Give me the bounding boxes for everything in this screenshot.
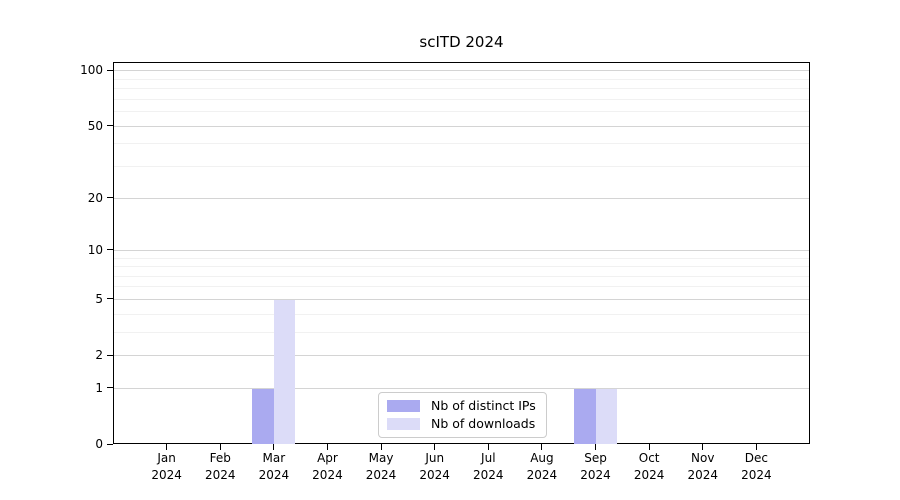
x-tick-label-year: 2024	[419, 468, 450, 482]
y-tick-mark	[107, 298, 113, 299]
x-tick-mark	[488, 444, 489, 450]
y-tick-mark	[107, 197, 113, 198]
x-tick-mark	[649, 444, 650, 450]
x-tick-label-year: 2024	[365, 468, 397, 482]
x-tick-label-year: 2024	[258, 468, 290, 482]
legend-swatch-downloads	[387, 417, 420, 430]
x-tick-label-year: 2024	[473, 468, 504, 482]
gridline-minor	[114, 88, 809, 90]
gridline-minor	[114, 78, 809, 80]
x-tick-mark	[273, 444, 274, 450]
bar-distinct_ips	[252, 388, 274, 444]
chart-title: scITD 2024	[419, 33, 504, 51]
x-tick-mark	[327, 444, 328, 450]
y-tick-label: 1	[95, 380, 103, 395]
x-tick-label-year: 2024	[151, 468, 182, 482]
gridline-minor	[114, 286, 809, 288]
x-tick-mark	[434, 444, 435, 450]
x-tick-label-year: 2024	[633, 468, 665, 482]
gridline-major	[114, 70, 809, 72]
x-tick-label: May 2024	[349, 450, 413, 484]
x-tick-label-year: 2024	[741, 468, 772, 482]
x-tick-label: Mar 2024	[242, 450, 306, 484]
gridline-minor	[114, 111, 809, 113]
x-tick-label: Feb 2024	[188, 450, 252, 484]
x-tick-label: Oct 2024	[617, 450, 681, 484]
legend-entry: Nb of downloads	[387, 416, 536, 431]
x-tick-label: Jul 2024	[456, 450, 520, 484]
gridline-minor	[114, 331, 809, 333]
x-tick-mark	[702, 444, 703, 450]
x-tick-mark	[166, 444, 167, 450]
x-tick-label-year: 2024	[580, 468, 611, 482]
legend: Nb of distinct IPs Nb of downloads	[378, 392, 547, 438]
x-tick-label: Nov 2024	[671, 450, 735, 484]
x-tick-label: Sep 2024	[564, 450, 628, 484]
gridline-minor	[114, 266, 809, 268]
gridline-major	[114, 125, 809, 127]
y-tick-label: 20	[87, 190, 103, 205]
gridline-major	[114, 387, 809, 389]
x-tick-label-year: 2024	[687, 468, 719, 482]
gridline-minor	[114, 165, 809, 167]
x-tick-label-year: 2024	[526, 468, 558, 482]
gridline-major	[114, 355, 809, 357]
gridline-major	[114, 197, 809, 199]
legend-label: Nb of distinct IPs	[431, 398, 536, 413]
legend-label: Nb of downloads	[431, 416, 536, 431]
y-tick-label: 2	[95, 348, 103, 363]
legend-swatch-distinct_ips	[387, 399, 420, 412]
x-tick-label: Dec 2024	[724, 450, 788, 484]
x-tick-label-year: 2024	[204, 468, 236, 482]
y-tick-mark	[107, 444, 113, 445]
bar-downloads	[273, 299, 296, 444]
x-tick-label: Aug 2024	[510, 450, 574, 484]
x-tick-label: Apr 2024	[295, 450, 359, 484]
gridline-minor	[114, 257, 809, 259]
y-tick-label: 100	[80, 63, 103, 78]
x-tick-label: Jan 2024	[135, 450, 199, 484]
y-tick-mark	[107, 70, 113, 71]
x-tick-mark	[381, 444, 382, 450]
bar-distinct_ips	[574, 388, 596, 444]
gridline-minor	[114, 143, 809, 145]
gridline-minor	[114, 98, 809, 100]
x-tick-label-year: 2024	[312, 468, 343, 482]
x-tick-mark	[220, 444, 221, 450]
y-tick-label: 5	[95, 291, 103, 306]
y-tick-mark	[107, 355, 113, 356]
x-tick-mark	[756, 444, 757, 450]
gridline-major	[114, 249, 809, 251]
bar-downloads	[595, 388, 617, 444]
plot-area	[113, 62, 810, 444]
y-tick-label: 50	[87, 118, 103, 133]
y-tick-mark	[107, 249, 113, 250]
y-tick-label: 10	[87, 242, 103, 257]
y-tick-label: 0	[95, 437, 103, 451]
gridline-minor	[114, 313, 809, 315]
x-tick-mark	[541, 444, 542, 450]
x-tick-mark	[595, 444, 596, 450]
gridline-major	[114, 298, 809, 300]
y-tick-mark	[107, 387, 113, 388]
gridline-minor	[114, 275, 809, 277]
y-tick-mark	[107, 125, 113, 126]
legend-entry: Nb of distinct IPs	[387, 398, 536, 413]
x-tick-label: Jun 2024	[403, 450, 467, 484]
